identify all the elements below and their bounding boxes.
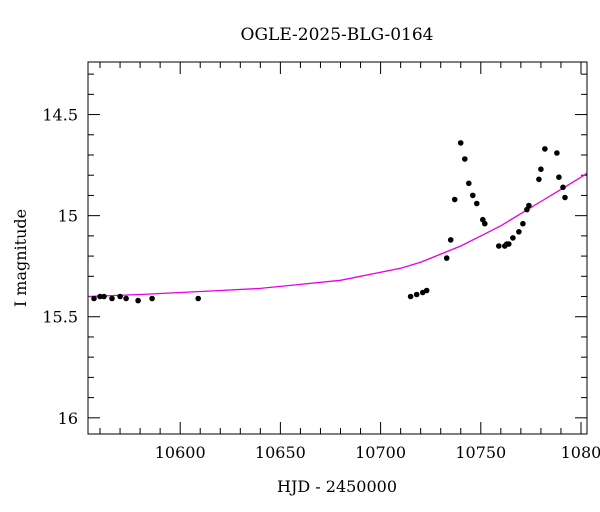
data-point <box>560 184 566 191</box>
x-tick-label: 10650 <box>255 443 306 462</box>
data-point <box>443 255 450 261</box>
data-point <box>117 293 123 300</box>
data-point <box>482 220 488 227</box>
data-point <box>554 150 560 156</box>
data-point <box>195 295 201 302</box>
data-point <box>423 287 430 294</box>
data-point <box>510 235 516 241</box>
data-point <box>562 194 568 201</box>
data-point <box>470 192 476 199</box>
data-point <box>506 241 512 247</box>
axis-tick-labels: 10600 10650 10700 10750 1080 14.5 15 15.5 16 <box>42 106 600 462</box>
data-points <box>91 140 568 304</box>
data-point <box>97 293 103 300</box>
data-point <box>516 229 522 235</box>
axis-ticks <box>88 62 587 434</box>
data-point <box>474 200 480 207</box>
y-tick-label: 14.5 <box>42 106 78 125</box>
x-axis-label: HJD - 2450000 <box>277 477 397 496</box>
model-line <box>87 172 588 298</box>
data-point <box>466 180 472 187</box>
data-point <box>538 166 544 172</box>
x-tick-label: 10600 <box>155 443 206 462</box>
y-tick-label: 15 <box>58 207 78 226</box>
data-point <box>447 237 454 243</box>
data-point <box>536 176 542 183</box>
data-point <box>413 291 420 298</box>
data-point <box>520 220 526 227</box>
x-tick-label: 1080 <box>561 443 600 462</box>
data-point <box>101 293 107 300</box>
data-point <box>149 295 155 302</box>
data-point <box>451 196 458 203</box>
y-axis-label: I magnitude <box>11 209 30 307</box>
data-point <box>123 295 129 302</box>
y-tick-label: 15.5 <box>42 308 78 327</box>
data-point <box>135 297 141 304</box>
model-curve <box>87 172 588 298</box>
data-point <box>496 243 502 249</box>
data-point <box>542 146 548 152</box>
data-point <box>457 140 464 146</box>
plot-frame <box>87 61 588 435</box>
data-point <box>526 202 532 209</box>
chart-title: OGLE-2025-BLG-0164 <box>241 25 434 45</box>
data-point <box>462 156 468 162</box>
x-tick-label: 10750 <box>455 443 506 462</box>
y-tick-label: 16 <box>58 409 78 428</box>
x-tick-label: 10700 <box>355 443 406 462</box>
data-point <box>91 295 97 302</box>
data-point <box>407 293 414 300</box>
data-point <box>556 174 562 180</box>
data-point <box>109 295 115 302</box>
